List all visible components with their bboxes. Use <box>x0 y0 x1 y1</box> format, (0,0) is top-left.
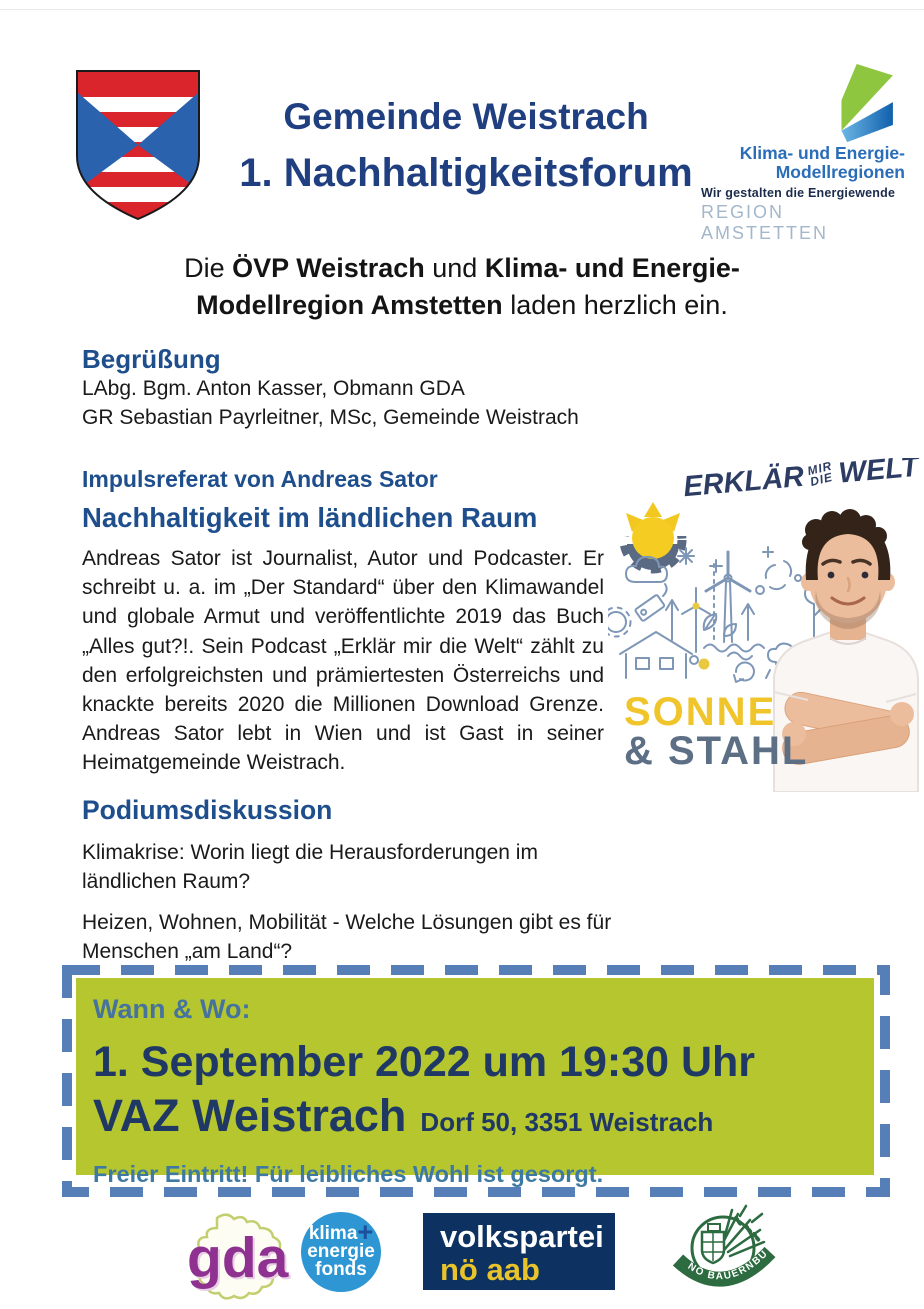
event-datetime: 1. September 2022 um 19:30 Uhr <box>93 1038 756 1086</box>
event-venue: VAZ Weistrach <box>93 1090 407 1141</box>
erklaer-die: DIE <box>808 469 835 489</box>
podiumsdiskussion-heading: Podiumsdiskussion <box>82 795 333 825</box>
event-label: Wann & Wo: <box>93 994 251 1024</box>
klimafonds-plus: + <box>357 1217 374 1247</box>
kem-logo-slogan: Wir gestalten die Energiewende <box>701 186 896 200</box>
event-address: Dorf 50, 3351 Weistrach <box>420 1107 714 1137</box>
volkspartei-line2: nö aab <box>440 1252 540 1287</box>
gda-logo: gda <box>183 1210 305 1306</box>
klimafonds-klima: klima <box>308 1223 358 1244</box>
event-note: Freier Eintritt! Für leibliches Wohl ist… <box>93 1161 604 1187</box>
volkspartei-logo: volkspartei nö aab <box>423 1213 615 1290</box>
begruessung-heading: Begrüßung <box>82 344 221 374</box>
caption-stahl: & STAHL <box>624 729 809 773</box>
erklaer-small-words: MIR DIE <box>806 458 836 489</box>
begruessung-line: LAbg. Bgm. Anton Kasser, Obmann GDA <box>82 377 465 400</box>
sonne-und-stahl-caption: SONNE & STAHL <box>624 690 809 773</box>
volkspartei-line1: volkspartei <box>440 1219 604 1254</box>
impulsreferat-kicker: Impulsreferat von Andreas Sator <box>82 466 438 492</box>
bauernbund-logo: NÖ BAUERNBUND <box>670 1204 776 1287</box>
podium-question: Heizen, Wohnen, Mobilität - Welche Lösun… <box>82 911 612 963</box>
page-title-line1: Gemeinde Weistrach <box>283 96 649 137</box>
intro-mid: und <box>424 253 485 283</box>
kem-logo-mark-icon <box>841 64 893 143</box>
intro-pre: Die <box>184 253 233 283</box>
klimafonds-line2: energie <box>307 1241 375 1262</box>
podium-question: Klimakrise: Worin liegt die Herausforder… <box>82 841 538 893</box>
podcast-artwork: ERKLÄR MIR DIE WELT <box>608 458 924 792</box>
event-box-dashed-border <box>62 965 890 1197</box>
top-divider <box>0 9 924 10</box>
kem-logo-mark-wrap <box>701 64 905 144</box>
weistrach-coat-of-arms-icon <box>76 70 200 221</box>
gda-map-outline-icon <box>192 1213 285 1300</box>
kem-logo-region: REGION AMSTETTEN <box>701 202 829 243</box>
klimafonds-line1: klima+ <box>301 1219 381 1246</box>
kem-logo: Klima- und Energie- Modellregionen Wir g… <box>701 64 905 244</box>
page-title-line2: 1. Nachhaltigkeitsforum <box>239 151 693 195</box>
intro-bold-oevp: ÖVP Weistrach <box>232 253 425 283</box>
erklaer-welt: WELT <box>837 458 920 490</box>
gda-logo-text: gda <box>187 1226 289 1290</box>
andreas-sator-photo <box>773 509 919 792</box>
klimafonds-line3: fonds <box>315 1259 367 1280</box>
intro-post: laden herzlich ein. <box>502 290 728 320</box>
section-begruessung: Begrüßung LAbg. Bgm. Anton Kasser, Obman… <box>82 344 642 432</box>
event-info-box: Wann & Wo: 1. September 2022 um 19:30 Uh… <box>76 978 874 1187</box>
kem-logo-text-line1: Klima- und Energie- <box>739 143 905 163</box>
section-podiumsdiskussion: Podiumsdiskussion Klimakrise: Worin lieg… <box>82 795 630 966</box>
event-venue-line: VAZ Weistrach Dorf 50, 3351 Weistrach <box>93 1090 874 1153</box>
caption-sonne: SONNE <box>624 690 777 734</box>
impulsreferat-body: Andreas Sator ist Journalist, Autor und … <box>82 547 604 775</box>
impulsreferat-heading: Nachhaltigkeit im ländlichen Raum <box>82 502 538 533</box>
section-impulsreferat: Impulsreferat von Andreas Sator Nachhalt… <box>82 466 604 778</box>
intro-bold-kem: Klima- und Energie-Modellregion Amstette… <box>196 253 740 320</box>
intro-text: Die ÖVP Weistrach und Klima- und Energie… <box>112 250 812 324</box>
begruessung-line: GR Sebastian Payrleitner, MSc, Gemeinde … <box>82 406 579 429</box>
sun-gear-icon <box>616 500 690 574</box>
klimafonds-logo: klima+ energie fonds <box>301 1212 381 1292</box>
kem-logo-text-line2: Modellregionen <box>775 162 905 182</box>
page-title: Gemeinde Weistrach 1. Nachhaltigkeitsfor… <box>233 96 699 196</box>
